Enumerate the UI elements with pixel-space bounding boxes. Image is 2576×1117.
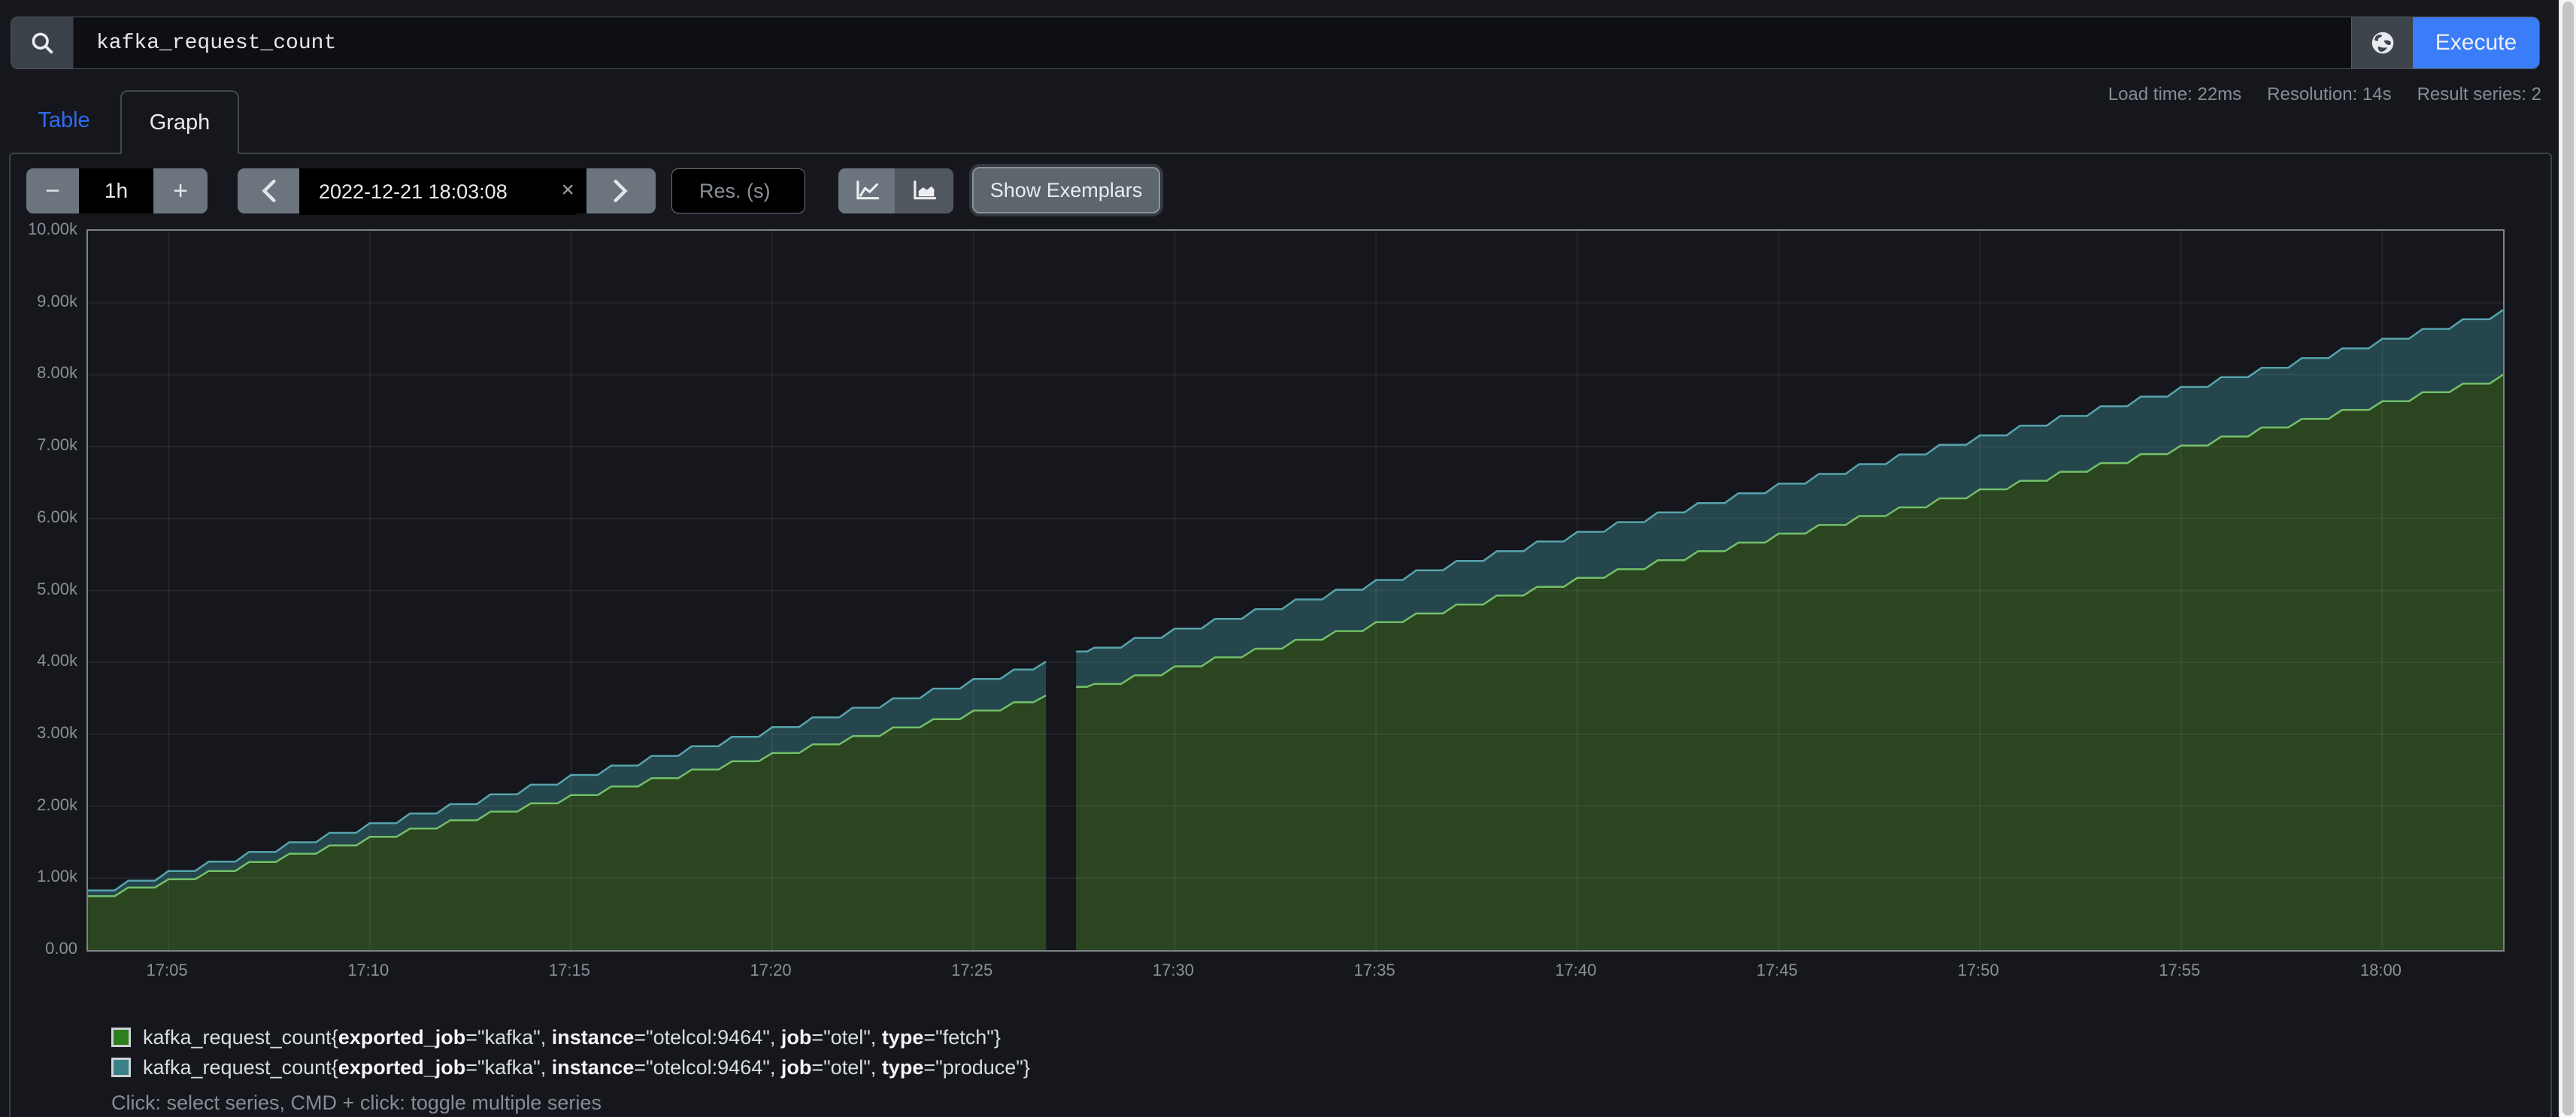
y-tick-label: 2.00k [37, 795, 77, 814]
y-tick-label: 10.00k [27, 219, 77, 238]
x-tick-label: 17:10 [347, 961, 389, 979]
search-addon [11, 17, 74, 68]
x-tick-label: 17:05 [146, 961, 188, 979]
x-tick-label: 17:30 [1152, 961, 1194, 979]
resolution-stat: Resolution: 14s [2267, 84, 2392, 104]
legend: kafka_request_count{exported_job="kafka"… [111, 1022, 1030, 1082]
result-series-stat: Result series: 2 [2417, 84, 2541, 104]
y-tick-label: 5.00k [37, 579, 77, 598]
y-tick-label: 4.00k [37, 651, 77, 671]
x-tick-label: 17:15 [548, 961, 590, 979]
datetime-input[interactable] [299, 168, 576, 215]
y-tick-label: 0.00 [45, 939, 77, 958]
page-scrollbar[interactable] [2559, 0, 2576, 1117]
metrics-explorer-button[interactable] [2351, 17, 2413, 68]
series-area-fetch [88, 695, 1047, 950]
line-chart-button[interactable] [838, 168, 895, 213]
series-line-fetch [1076, 374, 2503, 688]
chevron-right-icon [614, 179, 628, 203]
legend-series-label: kafka_request_count{exported_job="kafka"… [143, 1025, 1001, 1049]
execute-button[interactable]: Execute [2413, 17, 2539, 68]
x-tick-label: 17:20 [750, 961, 792, 979]
query-input[interactable] [74, 17, 2351, 68]
chevron-left-icon [262, 179, 276, 203]
series-area-fetch [1076, 374, 2503, 950]
legend-item[interactable]: kafka_request_count{exported_job="kafka"… [111, 1052, 1030, 1082]
chart-svg [88, 231, 2503, 950]
series-line-produce [88, 661, 1047, 891]
x-tick-label: 17:45 [1756, 961, 1798, 979]
series-line-produce [1076, 309, 2503, 653]
range-input[interactable] [79, 168, 153, 213]
x-tick-label: 17:35 [1353, 961, 1396, 979]
time-back-button[interactable] [238, 168, 299, 213]
y-tick-label: 8.00k [37, 363, 77, 383]
query-input-group: Execute [11, 17, 2540, 69]
legend-hint: Click: select series, CMD + click: toggl… [111, 1091, 602, 1114]
range-increase-button[interactable]: + [153, 168, 208, 213]
stacked-chart-button[interactable] [895, 168, 953, 213]
clear-datetime-icon[interactable]: × [561, 177, 574, 202]
y-tick-label: 1.00k [37, 867, 77, 886]
x-tick-label: 18:00 [2359, 961, 2402, 979]
globe-icon [2371, 32, 2393, 54]
range-group: − + [26, 168, 208, 213]
y-tick-label: 7.00k [37, 435, 77, 455]
y-tick-label: 9.00k [37, 291, 77, 310]
query-stats: Load time: 22ms Resolution: 14s Result s… [2108, 84, 2541, 105]
datetime-group: × [238, 168, 656, 215]
x-tick-label: 17:50 [1957, 961, 1999, 979]
show-exemplars-button[interactable]: Show Exemplars [972, 167, 1160, 213]
range-decrease-button[interactable]: − [26, 168, 79, 213]
resolution-input[interactable] [671, 168, 805, 213]
tab-graph[interactable]: Graph [120, 90, 239, 154]
load-time: Load time: 22ms [2108, 84, 2242, 104]
legend-swatch [111, 1058, 131, 1077]
chart-type-toggle [838, 168, 953, 213]
series-line-fetch [88, 695, 1047, 898]
time-forward-button[interactable] [586, 168, 656, 213]
chart-plot-area[interactable] [86, 229, 2505, 952]
search-icon [32, 32, 53, 54]
scrollbar-thumb[interactable] [2562, 2, 2574, 1115]
stacked-chart-icon [914, 180, 937, 200]
x-tick-label: 17:25 [951, 961, 993, 979]
legend-swatch [111, 1028, 131, 1047]
y-tick-label: 3.00k [37, 722, 77, 742]
tab-table[interactable]: Table [38, 108, 90, 132]
legend-item[interactable]: kafka_request_count{exported_job="kafka"… [111, 1022, 1030, 1052]
legend-series-label: kafka_request_count{exported_job="kafka"… [143, 1055, 1030, 1079]
x-tick-label: 17:40 [1555, 961, 1597, 979]
x-tick-label: 17:55 [2159, 961, 2201, 979]
y-tick-label: 6.00k [37, 507, 77, 526]
line-chart-icon [856, 180, 879, 200]
